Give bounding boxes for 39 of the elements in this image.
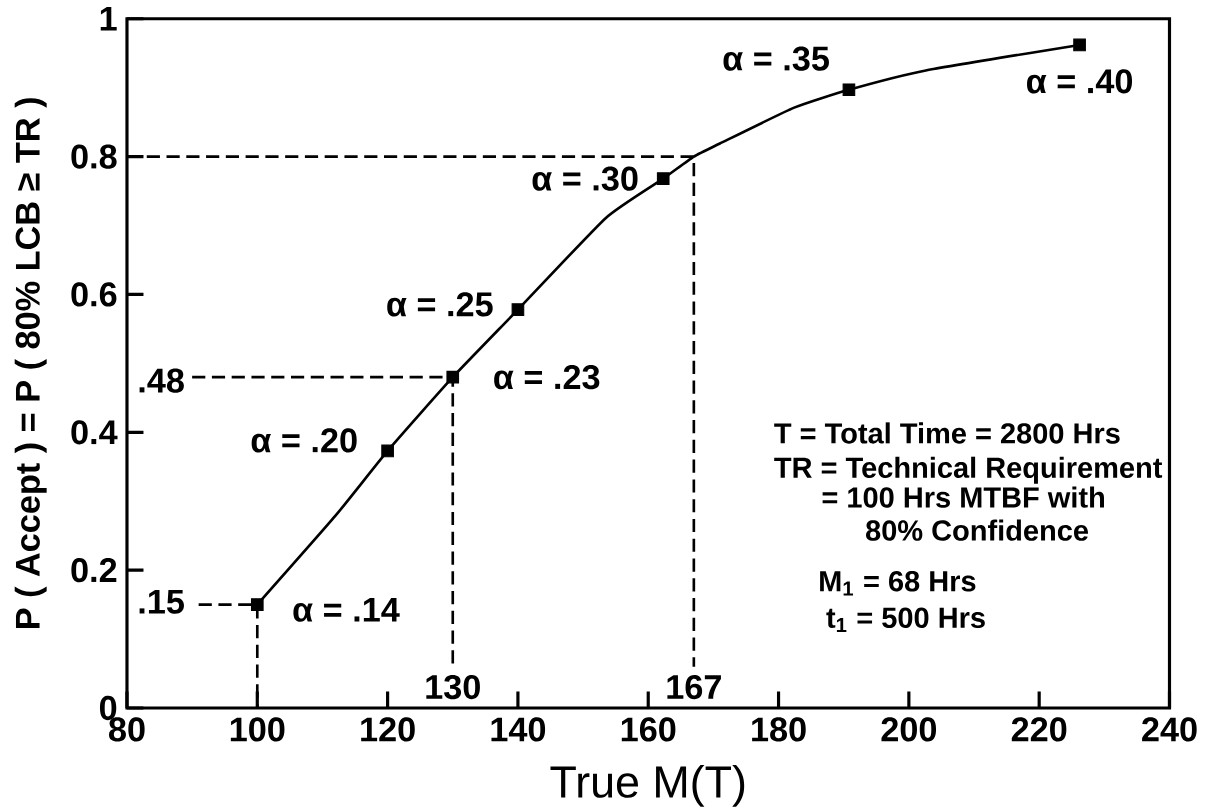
annotation: α = .23 bbox=[494, 365, 600, 390]
x-tick-label: 200 bbox=[881, 717, 937, 742]
point bbox=[656, 172, 670, 186]
annotation: M$_{1}$ = 68 Hrs bbox=[820, 571, 976, 596]
annotation: 80% Confidence bbox=[866, 519, 1089, 541]
annotation: α = .25 bbox=[387, 292, 493, 317]
annotation: α = .35 bbox=[723, 46, 829, 71]
x-tick-label: 180 bbox=[752, 717, 806, 742]
annotation: .15 bbox=[139, 590, 184, 614]
y-tick-label: 0.2 bbox=[71, 558, 117, 583]
y-tick-label: 0.4 bbox=[71, 420, 118, 445]
x-tick-label: 160 bbox=[621, 717, 676, 742]
y-tick-label: 1 bbox=[100, 7, 117, 31]
point bbox=[511, 303, 525, 317]
annotation: α = .40 bbox=[1027, 69, 1133, 94]
point bbox=[842, 83, 856, 97]
point bbox=[250, 598, 264, 612]
annotation: TR = Technical Requirement bbox=[774, 456, 1163, 484]
annotation: α = .20 bbox=[251, 428, 357, 453]
point bbox=[446, 370, 460, 384]
x-tick-label: 220 bbox=[1011, 717, 1067, 742]
annotation: = 100 Hrs MTBF with bbox=[822, 486, 1104, 508]
annotation: .48 bbox=[139, 368, 184, 393]
point bbox=[381, 444, 394, 458]
x-tick-label: 100 bbox=[230, 717, 285, 742]
annotation: t$_{1}$ = 500 Hrs bbox=[826, 607, 985, 633]
annotation: α = .30 bbox=[532, 166, 638, 191]
annotation: 167 bbox=[667, 675, 721, 700]
y-axis-title: P ( Accept ) = P ( 80% LCB ≥ TR ) bbox=[14, 98, 47, 629]
y-tick-label: 0.8 bbox=[71, 144, 117, 169]
annotation: T = Total Time = 2800 Hrs bbox=[774, 422, 1120, 444]
annotation: 130 bbox=[426, 675, 480, 700]
x-axis-title: True M(T) bbox=[550, 765, 745, 807]
x-tick-label: 240 bbox=[1142, 717, 1197, 742]
annotation: α = .14 bbox=[293, 598, 400, 622]
x-tick-label: 120 bbox=[361, 717, 415, 742]
y-tick-label: 0.6 bbox=[71, 282, 117, 307]
point bbox=[1073, 38, 1086, 52]
x-tick-label: 140 bbox=[491, 717, 546, 742]
